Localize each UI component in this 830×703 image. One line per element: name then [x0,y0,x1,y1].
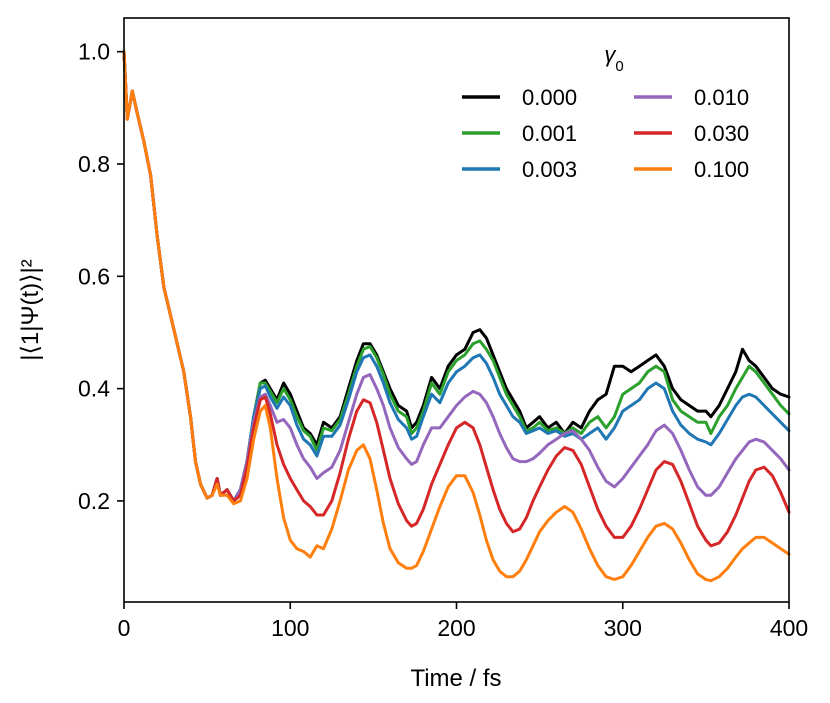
legend: γ0 0.000 0.001 0.003 0.010 0.030 0.100 [462,42,749,182]
x-tick-label: 300 [604,615,642,641]
x-tick-label: 400 [770,615,808,641]
y-tick-label: 0.8 [78,151,110,177]
y-tick-label: 0.6 [78,263,110,289]
x-axis-ticks: 0 100 200 300 400 [118,602,808,641]
x-axis-label: Time / fs [410,665,501,692]
legend-label: 0.001 [522,121,577,146]
series-line-2 [122,50,791,503]
legend-label: 0.030 [694,121,749,146]
legend-label: 0.010 [694,85,749,110]
x-tick-label: 200 [437,615,475,641]
y-tick-label: 0.2 [78,488,110,514]
x-tick-label: 100 [271,615,309,641]
y-axis-ticks: 0.2 0.4 0.6 0.8 1.0 [78,39,124,514]
y-tick-label: 1.0 [78,39,110,65]
y-tick-label: 0.4 [78,376,110,402]
legend-title: γ0 [604,42,623,75]
legend-label: 0.100 [694,157,749,182]
series-line-5 [122,50,791,583]
plot-frame [123,17,790,603]
legend-label: 0.000 [522,85,577,110]
legend-label: 0.003 [522,157,577,182]
y-axis-label: |⟨1|Ψ(t)⟩|² [17,259,44,360]
series-line-4 [122,50,791,548]
series-layer [122,50,791,583]
x-tick-label: 0 [118,615,131,641]
